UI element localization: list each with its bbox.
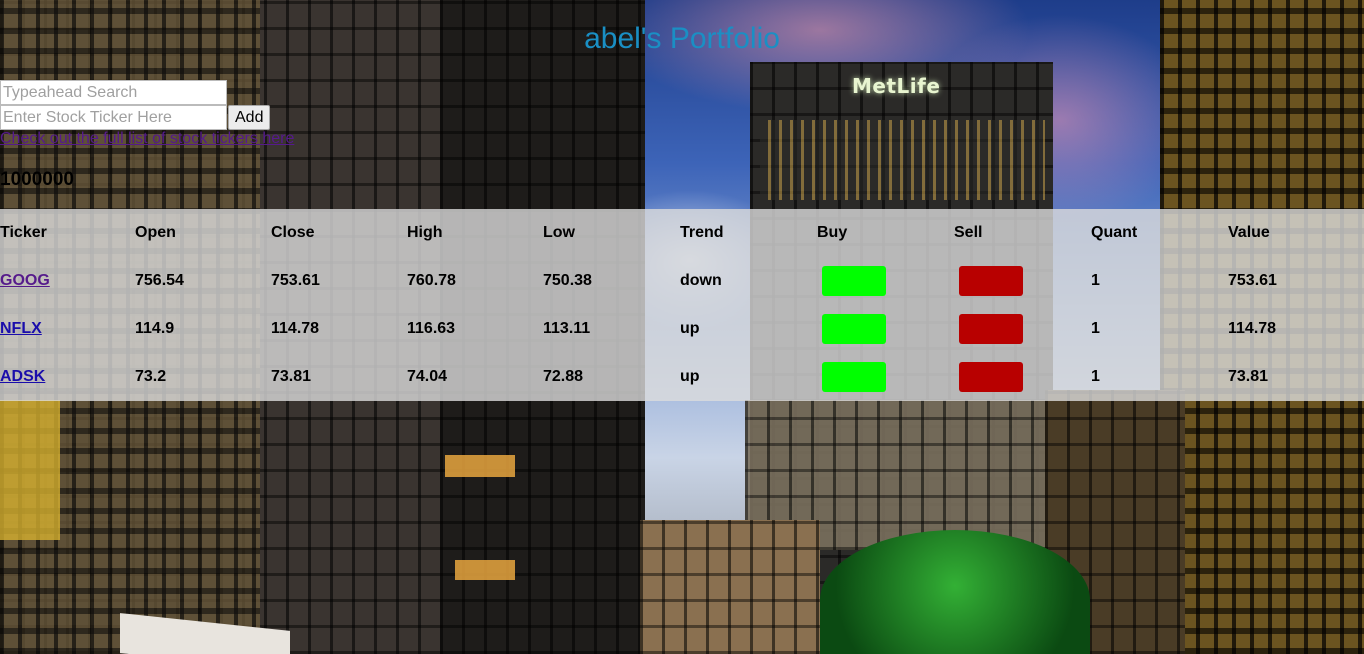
sell-button-nflx[interactable] — [959, 314, 1023, 344]
cell-high: 760.78 — [407, 272, 456, 289]
buy-button-goog[interactable] — [822, 266, 886, 296]
cell-high: 74.04 — [407, 368, 448, 385]
cell-open: 756.54 — [135, 272, 184, 289]
header-open: Open — [135, 224, 176, 241]
header-ticker: Ticker — [0, 224, 47, 241]
cell-quant: 1 — [1091, 272, 1100, 289]
metlife-sign: MetLife — [852, 74, 941, 98]
cell-open: 73.2 — [135, 368, 167, 385]
header-high: High — [407, 224, 443, 241]
header-close: Close — [271, 224, 315, 241]
header-value: Value — [1228, 224, 1270, 241]
sell-button-adsk[interactable] — [959, 362, 1023, 392]
sell-button-goog[interactable] — [959, 266, 1023, 296]
header-sell: Sell — [954, 224, 983, 241]
cell-close: 114.78 — [271, 320, 320, 337]
cell-trend: up — [680, 320, 700, 337]
portfolio-table: Ticker Open Close High Low Trend Buy Sel… — [0, 209, 1364, 401]
cell-value: 753.61 — [1228, 272, 1277, 289]
table-row-adsk-ticker: ADSK — [0, 368, 45, 386]
cell-low: 750.38 — [543, 272, 592, 289]
header-low: Low — [543, 224, 575, 241]
cell-value: 73.81 — [1228, 368, 1269, 385]
cell-trend: up — [680, 368, 700, 385]
header-quant: Quant — [1091, 224, 1138, 241]
ticker-link-goog[interactable]: GOOG — [0, 272, 50, 289]
typeahead-search-input[interactable] — [0, 80, 227, 105]
header-buy: Buy — [817, 224, 848, 241]
cell-low: 72.88 — [543, 368, 584, 385]
cell-trend: down — [680, 272, 722, 289]
cell-close: 73.81 — [271, 368, 312, 385]
account-balance: 1000000 — [0, 169, 74, 190]
cell-quant: 1 — [1091, 368, 1100, 385]
add-button[interactable]: Add — [228, 105, 271, 130]
cell-close: 753.61 — [271, 272, 320, 289]
buy-button-adsk[interactable] — [822, 362, 886, 392]
cell-value: 114.78 — [1228, 320, 1277, 337]
stock-tickers-link[interactable]: Check out the full list of stock tickers… — [0, 130, 295, 147]
cell-low: 113.11 — [543, 320, 591, 337]
buy-button-nflx[interactable] — [822, 314, 886, 344]
cell-quant: 1 — [1091, 320, 1100, 337]
ticker-link-nflx[interactable]: NFLX — [0, 320, 42, 337]
cell-open: 114.9 — [135, 320, 175, 337]
stock-ticker-input[interactable] — [0, 105, 227, 130]
table-row-goog-ticker: GOOG — [0, 272, 50, 290]
header-trend: Trend — [680, 224, 724, 241]
cell-high: 116.63 — [407, 320, 456, 337]
page-title: abel's Portfolio — [584, 22, 780, 55]
table-row-nflx-ticker: NFLX — [0, 320, 42, 338]
ticker-link-adsk[interactable]: ADSK — [0, 368, 46, 385]
